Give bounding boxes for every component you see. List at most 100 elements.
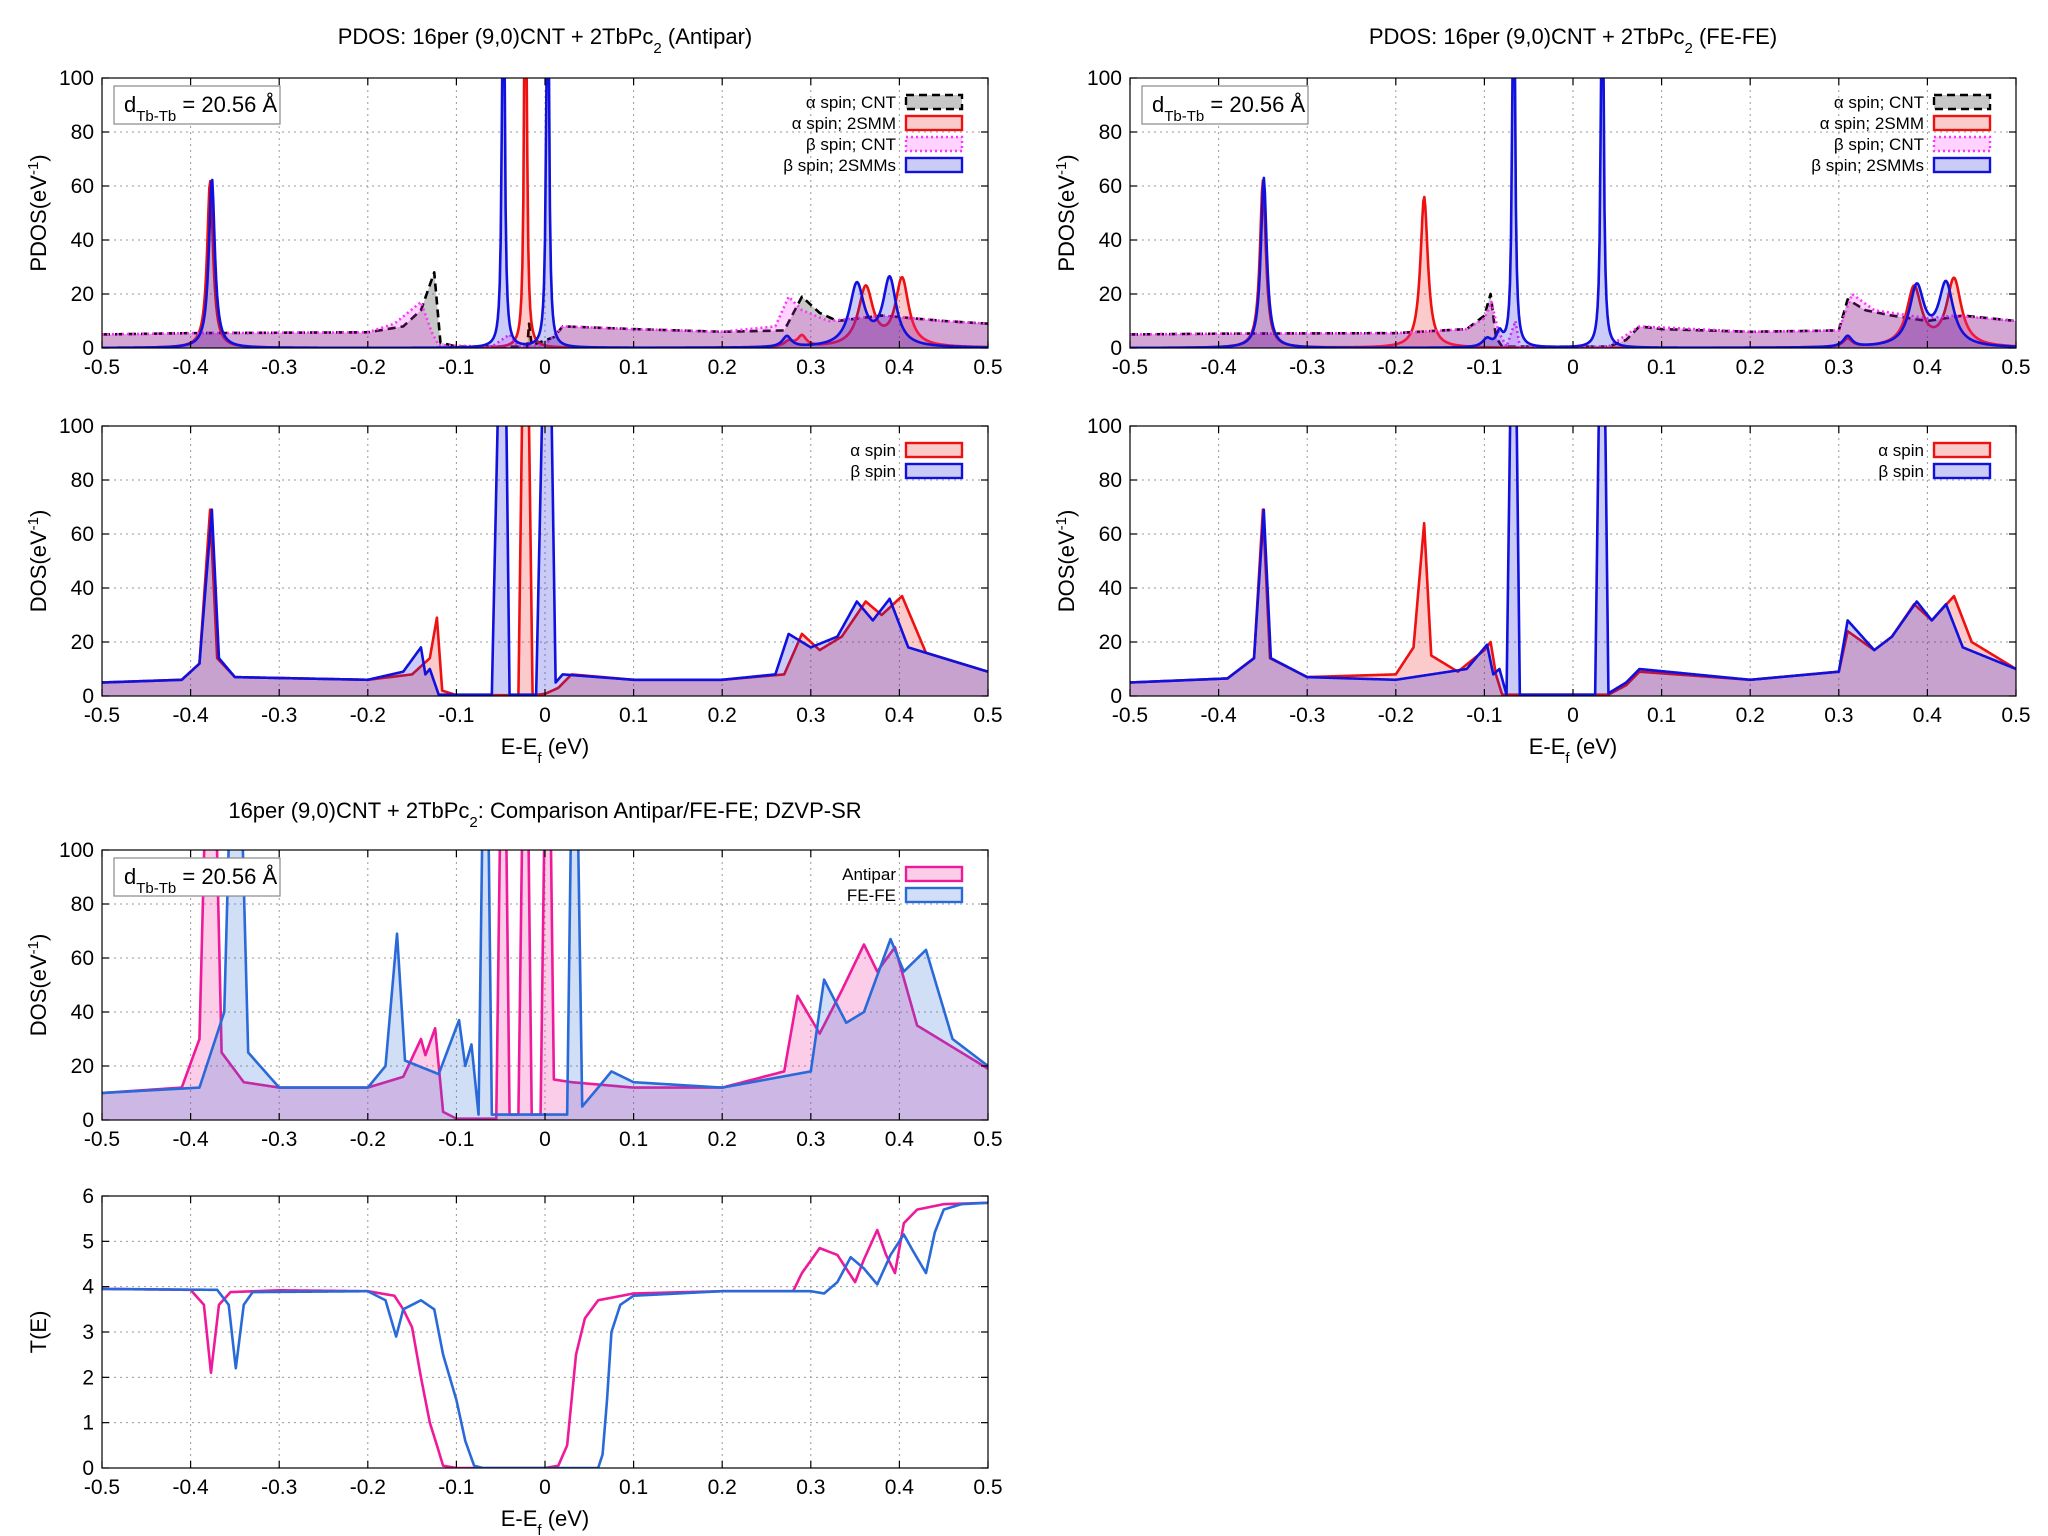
x-tick-label: 0.2 [708, 1128, 737, 1151]
chart-title: PDOS: 16per (9,0)CNT + 2TbPc2 (Antipar) [338, 24, 753, 57]
annotation-text: dTb-Tb = 20.56 Å [124, 864, 278, 897]
x-tick-label: -0.1 [438, 1128, 474, 1151]
series-area-1 [102, 850, 988, 1120]
y-tick-label: 0 [1110, 337, 1122, 360]
y-tick-label: 60 [71, 175, 94, 198]
x-tick-label: -0.2 [350, 356, 386, 379]
x-tick-label: 0.2 [708, 356, 737, 379]
legend-label: Antipar [842, 865, 896, 884]
y-tick-label: 60 [1099, 175, 1122, 198]
x-tick-label: 0.4 [1913, 704, 1943, 727]
x-tick-label: 0.3 [796, 1476, 825, 1499]
chart-title: PDOS: 16per (9,0)CNT + 2TbPc2 (FE-FE) [1369, 24, 1777, 57]
legend-swatch [904, 441, 964, 459]
series-line-3 [102, 78, 988, 348]
x-tick-label: -0.5 [84, 1128, 120, 1151]
x-tick-label: 0.4 [1913, 356, 1943, 379]
chart-dos_fefe: -0.5 -0.4 -0.3 -0.2 -0.1 0 0.1 0.2 0.3 0.4 0.5 0 20 4… [1053, 415, 2031, 767]
x-tick-label: 0.2 [708, 704, 737, 727]
series-line-1 [102, 426, 988, 696]
legend: α spin; CNT α spin; 2SMM β spin; CNT β spin… [1811, 93, 1992, 175]
x-tick-label: 0.1 [619, 1476, 648, 1499]
x-tick-label: -0.2 [350, 1128, 386, 1151]
y-tick-label: 100 [59, 67, 94, 90]
x-tick-label: 0 [1567, 704, 1579, 727]
y-tick-label: 100 [1087, 415, 1122, 438]
x-tick-label: 0.4 [885, 1128, 915, 1151]
legend-swatch [904, 462, 964, 480]
x-tick-label: -0.3 [1289, 356, 1325, 379]
x-tick-label: 0 [539, 1128, 551, 1151]
legend-swatch [904, 114, 964, 132]
y-tick-label: 80 [1099, 121, 1122, 144]
x-tick-label: 0.2 [708, 1476, 737, 1499]
x-tick-label: 0.3 [796, 704, 825, 727]
y-tick-label: 80 [71, 121, 94, 144]
x-tick-label: -0.1 [438, 356, 474, 379]
annotation-box [1141, 85, 1309, 125]
x-tick-label: 0.5 [973, 1128, 1002, 1151]
x-tick-label: 0.4 [885, 1476, 915, 1499]
legend-label: α spin; 2SMM [792, 114, 896, 133]
x-tick-label: 0.2 [1736, 356, 1765, 379]
y-tick-label: 0 [1110, 685, 1122, 708]
x-tick-label: 0 [1567, 356, 1579, 379]
series-line-1 [102, 850, 988, 1116]
x-tick-label: -0.4 [1201, 704, 1238, 727]
y-tick-label: 40 [71, 229, 94, 252]
chart-pdos_fefe: -0.5 -0.4 -0.3 -0.2 -0.1 0 0.1 0.2 0.3 0.4 0.5 0 20 4… [1053, 24, 2031, 379]
x-axis-label: E-Ef (eV) [1529, 734, 1618, 767]
x-tick-label: 0.3 [796, 1128, 825, 1151]
plot-area [102, 850, 988, 1120]
legend-swatch [1932, 441, 1992, 459]
legend-label: β spin [1878, 462, 1924, 481]
legend-label: β spin; 2SMMs [783, 156, 896, 175]
series-area-1 [102, 426, 988, 696]
annotation-box [113, 85, 281, 125]
x-tick-label: -0.5 [1112, 356, 1148, 379]
x-tick-label: 0.5 [973, 704, 1002, 727]
legend-swatch [904, 135, 964, 153]
x-tick-label: 0.5 [973, 356, 1002, 379]
y-tick-label: 1 [82, 1412, 94, 1435]
y-axis-label: DOS(eV-1) [25, 934, 52, 1037]
legend-label: α spin; CNT [1834, 93, 1924, 112]
chart-dos_antipar: -0.5 -0.4 -0.3 -0.2 -0.1 0 0.1 0.2 0.3 0.4 0.5 0 20 4… [25, 415, 1003, 767]
legend: α spin β spin [1878, 441, 1992, 481]
y-tick-label: 2 [82, 1366, 94, 1389]
legend-swatch [904, 156, 964, 174]
series-area-0 [102, 426, 988, 696]
legend-label: β spin; CNT [806, 135, 896, 154]
x-tick-label: -0.3 [261, 704, 297, 727]
x-tick-label: 0.5 [2001, 356, 2030, 379]
chart-dos_comparison: -0.5 -0.4 -0.3 -0.2 -0.1 0 0.1 0.2 0.3 0.4 0.5 0 20 4… [25, 798, 1003, 1151]
legend-swatch [1932, 135, 1992, 153]
series-line-1 [102, 1201, 988, 1468]
x-tick-label: -0.4 [173, 356, 210, 379]
x-tick-label: 0.1 [619, 356, 648, 379]
x-tick-label: 0.4 [885, 356, 915, 379]
y-tick-label: 40 [71, 1001, 94, 1024]
y-axis-label: PDOS(eV-1) [1053, 154, 1080, 271]
x-tick-label: -0.1 [1466, 704, 1502, 727]
x-tick-label: -0.2 [1378, 356, 1414, 379]
x-tick-label: 0.3 [1824, 356, 1853, 379]
y-tick-label: 0 [82, 685, 94, 708]
x-tick-label: -0.2 [350, 1476, 386, 1499]
y-tick-label: 80 [71, 469, 94, 492]
x-tick-label: -0.4 [173, 1476, 210, 1499]
y-tick-label: 20 [1099, 631, 1122, 654]
series-area-2 [102, 296, 988, 348]
y-tick-label: 100 [59, 839, 94, 862]
y-tick-label: 40 [1099, 229, 1122, 252]
y-tick-label: 100 [1087, 67, 1122, 90]
x-tick-label: 0.3 [796, 356, 825, 379]
x-tick-label: -0.1 [438, 1476, 474, 1499]
grid [101, 1195, 989, 1469]
chart-transmission: -0.5 -0.4 -0.3 -0.2 -0.1 0 0.1 0.2 0.3 0.4 0.5 0 1 2 3… [26, 1185, 1003, 1536]
x-tick-label: 0.3 [1824, 704, 1853, 727]
x-tick-label: 0.5 [973, 1476, 1002, 1499]
x-tick-label: -0.4 [173, 704, 210, 727]
legend-label: β spin; CNT [1834, 135, 1924, 154]
